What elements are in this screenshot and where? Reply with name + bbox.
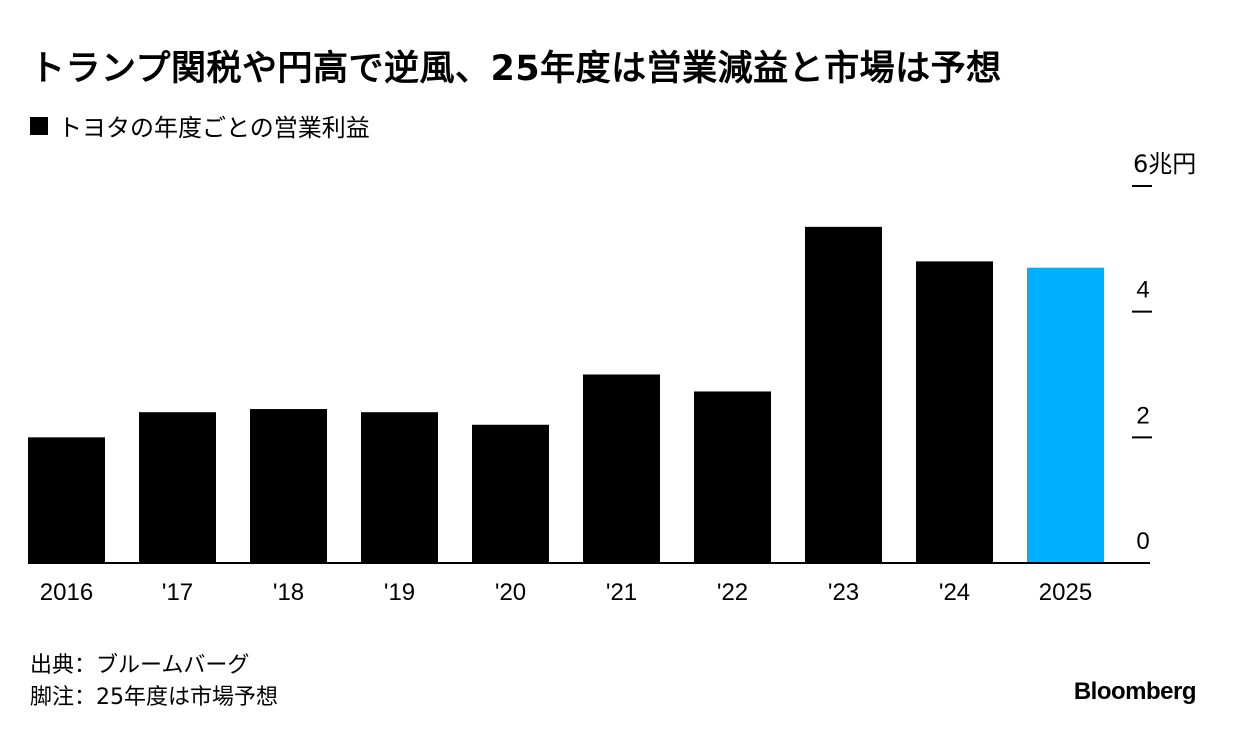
x-tick-label-6: '22 <box>717 579 748 606</box>
x-tick-label-3: '19 <box>384 579 415 606</box>
y-tick-label-2: 2 <box>1136 402 1149 429</box>
x-tick-label-8: '24 <box>939 579 970 606</box>
bar-7 <box>805 226 882 563</box>
bar-5 <box>583 374 660 563</box>
bar-4 <box>472 424 549 563</box>
bar-6 <box>694 391 771 563</box>
bloomberg-logo: Bloomberg <box>1073 678 1197 705</box>
legend-label: トヨタの年度ごとの営業利益 <box>58 114 370 142</box>
bar-8 <box>916 261 993 563</box>
bar-3 <box>361 412 438 563</box>
x-tick-label-5: '21 <box>606 579 637 606</box>
x-tick-label-4: '20 <box>495 579 526 606</box>
x-tick-label-0: 2016 <box>40 579 93 606</box>
bar-9 <box>1027 267 1104 563</box>
legend: トヨタの年度ごとの営業利益 <box>30 108 370 143</box>
bar-2 <box>250 409 327 563</box>
x-tick-label-7: '23 <box>828 579 859 606</box>
legend-swatch <box>30 116 48 135</box>
x-tick-label-2: '18 <box>273 579 304 606</box>
y-tick-label-0: 0 <box>1136 528 1149 555</box>
bar-1 <box>139 412 216 563</box>
x-tick-label-1: '17 <box>162 579 193 606</box>
footnote: 脚注：25年度は市場予想 <box>30 685 278 710</box>
y-axis-unit-label: 6兆円 <box>1133 150 1197 178</box>
footer: 出典：ブルームバーグ 脚注：25年度は市場予想 <box>30 650 278 714</box>
bar-0 <box>28 437 105 563</box>
source-note: 出典：ブルームバーグ <box>30 653 250 678</box>
y-tick-label-4: 4 <box>1136 277 1149 304</box>
x-tick-label-9: 2025 <box>1039 579 1092 606</box>
chart-title: トランプ関税や円高で逆風、25年度は営業減益と市場は予想 <box>30 49 1002 89</box>
